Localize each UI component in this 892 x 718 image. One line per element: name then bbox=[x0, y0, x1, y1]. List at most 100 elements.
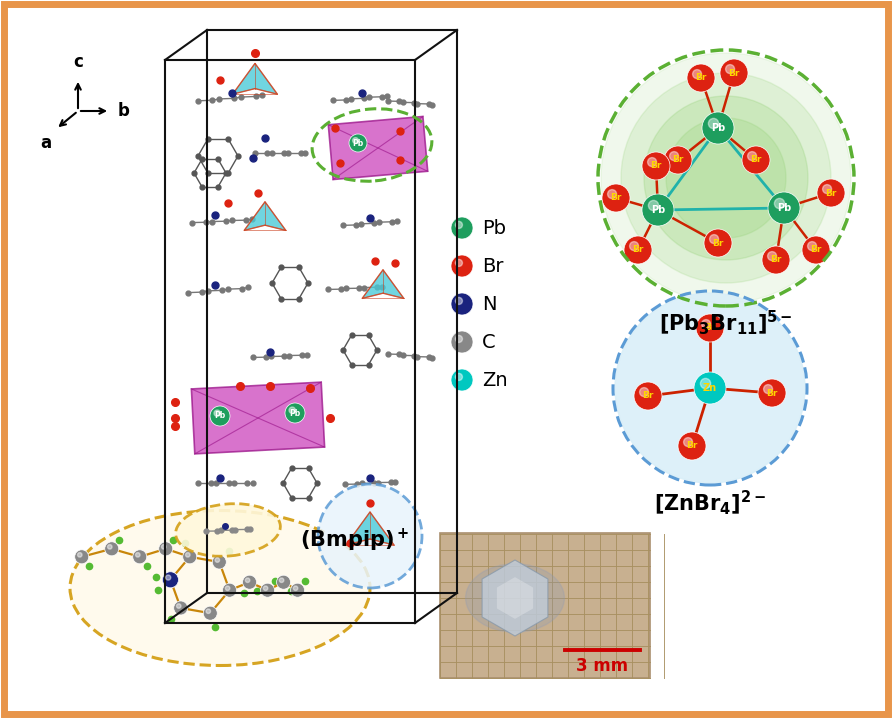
Text: a: a bbox=[40, 134, 51, 152]
Circle shape bbox=[768, 192, 800, 224]
Polygon shape bbox=[497, 577, 533, 619]
Circle shape bbox=[642, 152, 670, 180]
Circle shape bbox=[451, 331, 473, 353]
Circle shape bbox=[451, 217, 473, 239]
Ellipse shape bbox=[70, 510, 370, 666]
Text: Zn: Zn bbox=[482, 370, 508, 389]
Circle shape bbox=[670, 151, 679, 161]
Circle shape bbox=[747, 151, 756, 161]
Text: Br: Br bbox=[771, 256, 781, 264]
Text: Br: Br bbox=[650, 162, 662, 170]
Circle shape bbox=[214, 410, 220, 416]
Text: c: c bbox=[73, 53, 83, 71]
Circle shape bbox=[161, 545, 166, 549]
Circle shape bbox=[133, 550, 147, 564]
Polygon shape bbox=[328, 116, 428, 180]
Circle shape bbox=[700, 378, 711, 388]
Circle shape bbox=[456, 297, 462, 304]
Circle shape bbox=[601, 53, 851, 303]
Circle shape bbox=[702, 112, 734, 144]
Circle shape bbox=[159, 542, 173, 556]
Text: C: C bbox=[482, 332, 496, 352]
Circle shape bbox=[226, 586, 230, 590]
Circle shape bbox=[644, 96, 808, 260]
Text: Br: Br bbox=[695, 73, 706, 83]
Circle shape bbox=[104, 542, 119, 556]
Circle shape bbox=[764, 385, 772, 393]
Circle shape bbox=[293, 586, 298, 590]
Ellipse shape bbox=[466, 564, 565, 633]
Circle shape bbox=[630, 241, 639, 251]
Circle shape bbox=[768, 251, 777, 261]
Text: Br: Br bbox=[673, 156, 683, 164]
Text: $\mathbf{[ZnBr_4]^{2-}}$: $\mathbf{[ZnBr_4]^{2-}}$ bbox=[654, 489, 766, 517]
Circle shape bbox=[166, 575, 170, 580]
Circle shape bbox=[166, 575, 170, 580]
Circle shape bbox=[183, 550, 197, 564]
Circle shape bbox=[708, 118, 719, 129]
Circle shape bbox=[624, 236, 652, 264]
Text: Br: Br bbox=[825, 189, 837, 197]
Text: Br: Br bbox=[632, 246, 644, 254]
Circle shape bbox=[666, 118, 786, 238]
Circle shape bbox=[642, 194, 674, 226]
Circle shape bbox=[289, 407, 295, 414]
Text: Br: Br bbox=[713, 238, 723, 248]
Circle shape bbox=[212, 555, 227, 569]
Circle shape bbox=[758, 379, 786, 407]
Circle shape bbox=[640, 388, 648, 396]
Polygon shape bbox=[192, 382, 325, 454]
Circle shape bbox=[704, 229, 732, 257]
Text: Br: Br bbox=[750, 156, 762, 164]
Text: Pb: Pb bbox=[352, 139, 364, 147]
Circle shape bbox=[78, 553, 82, 557]
Circle shape bbox=[648, 200, 658, 210]
Text: Pb: Pb bbox=[482, 218, 506, 238]
Polygon shape bbox=[244, 202, 285, 230]
Circle shape bbox=[210, 406, 230, 426]
Circle shape bbox=[774, 198, 785, 209]
Circle shape bbox=[648, 157, 657, 167]
Text: Pb: Pb bbox=[289, 409, 301, 417]
Text: Br: Br bbox=[642, 391, 654, 401]
Circle shape bbox=[215, 558, 219, 562]
Circle shape bbox=[678, 432, 706, 460]
Circle shape bbox=[702, 320, 711, 329]
Text: Br: Br bbox=[766, 388, 778, 398]
Circle shape bbox=[720, 59, 748, 87]
Circle shape bbox=[725, 65, 734, 73]
Circle shape bbox=[203, 606, 218, 620]
Polygon shape bbox=[482, 560, 548, 636]
Circle shape bbox=[245, 578, 250, 582]
Text: b: b bbox=[118, 102, 130, 120]
Ellipse shape bbox=[176, 504, 280, 556]
Circle shape bbox=[710, 235, 719, 243]
Circle shape bbox=[177, 604, 181, 608]
Circle shape bbox=[136, 553, 140, 557]
Circle shape bbox=[683, 437, 692, 447]
Circle shape bbox=[279, 578, 284, 582]
Polygon shape bbox=[346, 512, 394, 545]
Circle shape bbox=[634, 382, 662, 410]
Circle shape bbox=[456, 335, 462, 342]
Circle shape bbox=[451, 369, 473, 391]
Circle shape bbox=[162, 572, 178, 588]
Circle shape bbox=[243, 575, 257, 589]
Text: Br: Br bbox=[728, 68, 739, 78]
Circle shape bbox=[75, 550, 88, 564]
Circle shape bbox=[352, 138, 359, 144]
Text: Pb: Pb bbox=[214, 411, 226, 421]
Text: $\mathbf{(Bmpip)^+}$: $\mathbf{(Bmpip)^+}$ bbox=[301, 526, 409, 554]
Text: Br: Br bbox=[810, 246, 822, 254]
Text: N: N bbox=[482, 294, 497, 314]
Text: $\mathbf{[Pb_3Br_{11}]^{5-}}$: $\mathbf{[Pb_3Br_{11}]^{5-}}$ bbox=[659, 309, 793, 337]
Circle shape bbox=[285, 403, 305, 423]
Circle shape bbox=[277, 575, 291, 589]
Circle shape bbox=[174, 601, 187, 615]
Text: Zn: Zn bbox=[703, 383, 717, 393]
Text: Br: Br bbox=[705, 324, 715, 332]
Text: Pb: Pb bbox=[651, 205, 665, 215]
Circle shape bbox=[687, 64, 715, 92]
Text: Pb: Pb bbox=[711, 123, 725, 133]
Circle shape bbox=[694, 372, 726, 404]
